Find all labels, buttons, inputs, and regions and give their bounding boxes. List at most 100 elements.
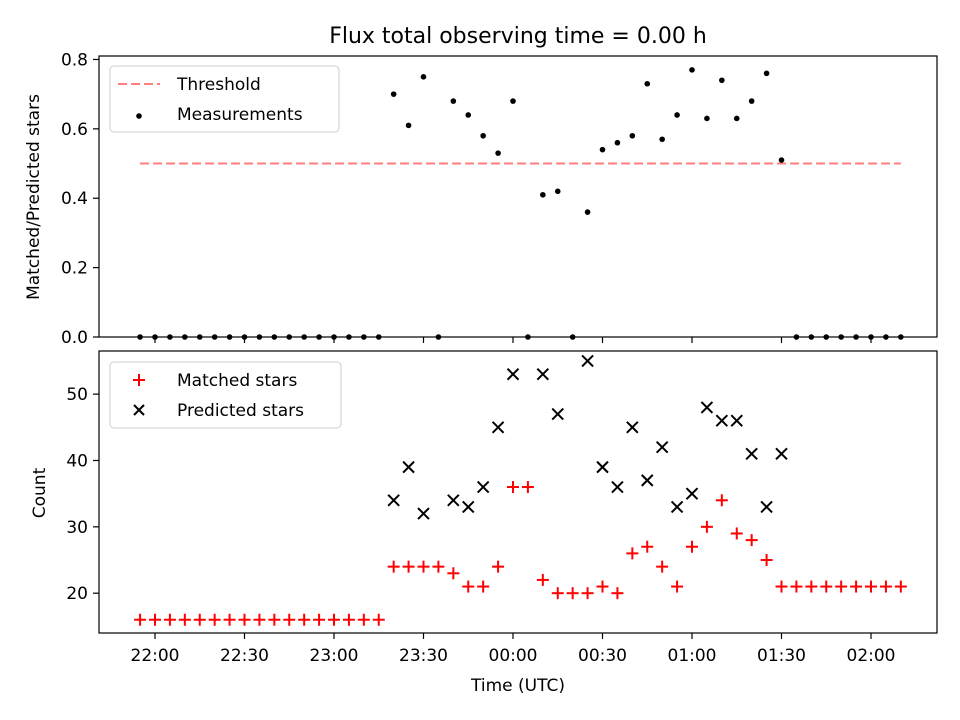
matched-star-marker (656, 560, 669, 573)
measurement-point (689, 67, 695, 73)
predicted-star-marker (685, 487, 699, 500)
measurement-point (390, 91, 397, 97)
predicted-star-marker (506, 368, 520, 381)
predicted-star-marker (491, 421, 505, 434)
top-legend: Threshold Measurements (109, 65, 340, 133)
matched-star-marker (596, 580, 609, 593)
matched-star-marker (387, 560, 400, 573)
measurement-point (778, 157, 785, 163)
matched-star-marker (850, 580, 863, 593)
bottom-panel: 20 30 40 50 22:00 22:30 23:00 23:30 00:00 00:30 0… (30, 350, 938, 696)
predicted-star-stroke-b (402, 460, 415, 474)
predicted-star-stroke-b (700, 401, 714, 414)
measurement-point (465, 112, 472, 118)
measurement-point (644, 80, 651, 87)
predicted-star-marker (551, 407, 564, 421)
predicted-star-stroke-b (447, 494, 460, 507)
predicted-star-marker (715, 414, 729, 427)
predicted-star-marker (626, 421, 639, 434)
matched-star-marker (551, 587, 564, 600)
measurement-point (733, 115, 740, 122)
predicted-star-stroke-b (581, 354, 594, 368)
measurement-point (480, 132, 486, 139)
top-y-tick-label: 0.0 (61, 328, 88, 348)
bottom-y-axis-label: Count (30, 467, 50, 518)
predicted-star-marker (641, 474, 654, 487)
matched-star-marker (208, 613, 221, 626)
predicted-star-stroke-b (551, 407, 564, 421)
matched-star-marker (283, 613, 296, 626)
predicted-star-stroke-b (596, 460, 609, 474)
matched-star-marker (835, 580, 848, 593)
matched-star-marker (462, 580, 475, 593)
matched-star-marker (790, 580, 803, 593)
predicted-star-stroke-b (417, 507, 430, 520)
measurement-point (599, 146, 606, 153)
legend-threshold-label: Threshold (176, 75, 261, 95)
matched-star-marker (134, 613, 147, 626)
predicted-star-stroke-b (760, 500, 773, 514)
bottom-y-tick-label: 30 (66, 518, 88, 538)
bottom-y-axis: 20 30 40 50 (66, 385, 99, 604)
bottom-x-tick-label: 23:30 (399, 646, 448, 666)
legend-matched-label: Matched stars (177, 371, 297, 391)
bottom-x-axis: 22:00 22:30 23:00 23:30 00:00 00:30 01:00 01:30… (131, 633, 896, 666)
top-plot-frame (98, 55, 938, 338)
matched-star-marker (611, 587, 624, 600)
matched-star-marker (805, 580, 818, 593)
measurement-point (450, 98, 457, 104)
bottom-plot-frame (98, 350, 938, 634)
bottom-x-tick-label: 02:00 (847, 646, 896, 666)
predicted-star-stroke-b (655, 441, 669, 454)
predicted-star-marker (596, 460, 609, 474)
matched-star-marker (521, 481, 534, 494)
predicted-star-stroke-b (745, 447, 758, 461)
matched-star-marker (163, 613, 176, 626)
predicted-star-marker (581, 354, 594, 368)
matched-star-marker (820, 580, 833, 593)
measurement-point (674, 112, 680, 118)
predicted-star-marker (387, 494, 400, 507)
matched-star-marker (894, 580, 907, 593)
measurement-point (554, 188, 561, 195)
matched-star-marker (566, 587, 579, 600)
bottom-y-tick-label: 50 (66, 385, 88, 405)
top-y-axis: 0.0 0.2 0.4 0.6 0.8 (61, 50, 99, 348)
matched-star-marker (536, 573, 549, 586)
top-y-tick-label: 0.2 (61, 259, 88, 279)
matched-stars-layer (134, 481, 907, 626)
predicted-star-stroke-b (387, 494, 400, 507)
matched-star-marker (730, 527, 743, 540)
bottom-x-tick-label: 00:30 (578, 646, 627, 666)
predicted-star-marker (670, 500, 684, 514)
bottom-x-tick-label: 01:00 (668, 646, 717, 666)
predicted-star-marker (775, 447, 788, 461)
predicted-star-marker (536, 368, 550, 381)
predicted-star-marker (730, 414, 743, 427)
measurement-point (495, 150, 501, 156)
predicted-star-marker (745, 447, 758, 461)
bottom-y-tick-label: 20 (66, 584, 88, 604)
matched-star-marker (686, 540, 698, 553)
matched-star-marker (700, 520, 713, 533)
matched-star-marker (268, 613, 281, 626)
legend-matched-swatch (133, 374, 145, 386)
predicted-star-marker (611, 480, 624, 494)
matched-star-marker (328, 613, 340, 626)
bottom-x-tick-label: 00:00 (489, 646, 538, 666)
predicted-star-marker (655, 441, 669, 454)
measurement-point (405, 122, 412, 129)
measurement-point (420, 74, 427, 80)
predicted-star-stroke-b (730, 414, 743, 427)
bottom-x-tick-label: 23:00 (310, 646, 359, 666)
matched-star-marker (402, 560, 415, 573)
measurement-points-layer (137, 67, 904, 340)
matched-star-marker (238, 613, 251, 626)
predicted-star-marker (417, 507, 430, 520)
top-legend-box (109, 65, 340, 133)
measurement-point (584, 209, 591, 215)
measurement-point (704, 115, 710, 122)
bottom-x-tick-label: 22:00 (131, 646, 180, 666)
predicted-star-stroke-b (775, 447, 788, 461)
measurement-point (659, 136, 665, 143)
